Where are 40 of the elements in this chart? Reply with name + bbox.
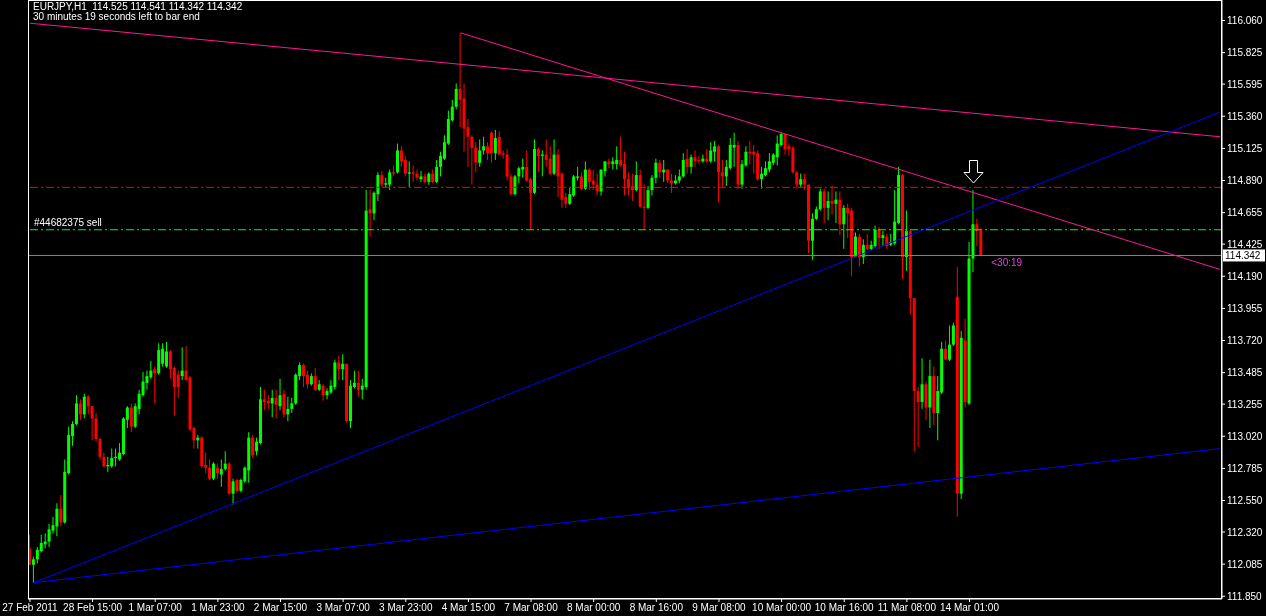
x-tick-label: 9 Mar 08:00 [692,602,747,614]
x-tick-label: 4 Mar 15:00 [441,602,496,614]
y-tick-label: 113.720 [1227,335,1263,347]
annotation: <30:19 [991,257,1023,269]
y-tick-label: 111.850 [1227,590,1263,602]
y-tick-label: 115.360 [1227,110,1263,122]
ref-line-label: #44682375 sell [34,216,102,228]
text: 30 minutes 19 seconds left to bar end [33,11,201,22]
y-tick-label: 113.955 [1227,302,1263,314]
x-tick-label: 10 Mar 00:00 [752,602,812,614]
y-tick-label: 116.060 [1227,15,1263,27]
chart-title: EURJPY,H1 114.525 114.541 114.342 114.342 [33,1,243,12]
x-tick-label: 7 Mar 08:00 [504,602,559,614]
x-tick-label: 2 Mar 15:00 [253,602,308,614]
y-tick-label: 115.125 [1227,142,1263,154]
x-tick-label: 3 Mar 23:00 [379,602,433,614]
x-tick-label: 1 Mar 07:00 [128,602,183,614]
x-tick-label: 1 Mar 23:00 [191,602,245,614]
y-tick-label: 112.550 [1227,495,1263,507]
y-tick-label: 114.190 [1227,270,1263,282]
y-tick-label: 114.655 [1227,207,1263,219]
x-tick-label: 27 Feb 2011 [2,602,59,614]
y-tick-label: 112.085 [1227,558,1263,570]
x-tick-label: 8 Mar 00:00 [566,602,621,614]
y-tick-label: 115.825 [1227,47,1263,59]
x-tick-label: 8 Mar 16:00 [629,602,684,614]
y-tick-label: 113.255 [1227,398,1263,410]
y-tick-label: 112.320 [1227,526,1263,538]
x-tick-label: 14 Mar 01:00 [940,602,1000,614]
y-tick-label: 113.485 [1227,367,1263,379]
x-tick-label: 10 Mar 16:00 [814,602,875,614]
x-tick-label: 28 Feb 15:00 [63,602,123,614]
y-tick-label: 112.785 [1227,462,1263,474]
ref-line-label: 114.342 [1225,250,1261,262]
y-tick-label: 113.020 [1227,430,1263,442]
x-tick-label: 11 Mar 08:00 [877,602,937,614]
y-tick-label: 115.595 [1227,78,1263,90]
x-tick-label: 3 Mar 07:00 [316,602,371,614]
y-tick-label: 114.425 [1227,238,1263,250]
y-tick-label: 114.890 [1227,175,1263,187]
